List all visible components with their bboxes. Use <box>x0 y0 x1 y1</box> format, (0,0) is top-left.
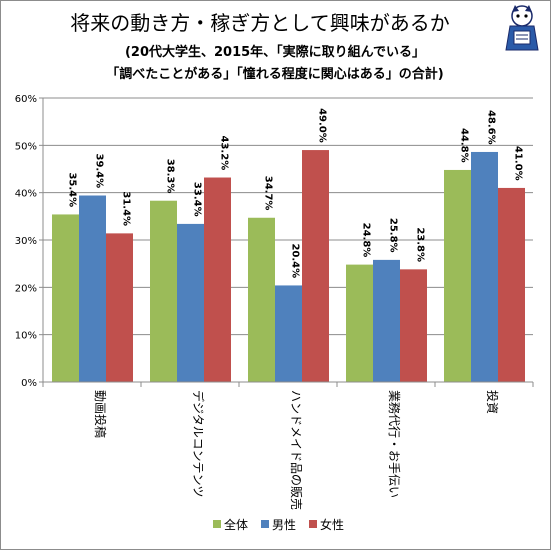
y-tick-label: 60% <box>15 94 37 105</box>
data-label: 48.6% <box>486 110 497 145</box>
x-category-label: デジタルコンテンツ <box>191 390 206 498</box>
data-label: 49.0% <box>317 108 328 143</box>
x-category-label: 投資 <box>485 390 500 414</box>
bar <box>498 187 525 382</box>
legend-label: 男性 <box>272 518 296 532</box>
bar <box>444 169 471 382</box>
legend-label: 全体 <box>224 517 248 532</box>
mascot-character-icon <box>505 5 539 51</box>
bar <box>106 233 133 382</box>
y-tick-label: 50% <box>15 141 37 152</box>
data-label: 31.4% <box>121 191 132 226</box>
legend-swatch <box>261 520 269 528</box>
data-label: 20.4% <box>290 243 301 278</box>
data-label: 41.0% <box>513 146 524 181</box>
bar <box>471 151 498 382</box>
bar <box>302 150 329 382</box>
y-tick-label: 0% <box>21 378 37 389</box>
chart-title: 将来の動き方・稼ぎ方として興味があるか <box>70 11 449 35</box>
chart-subtitle-line-2: 「調べたことがある」「憧れる程度に関心はある」の合計) <box>106 66 443 82</box>
x-category-label: 業務代行・お手伝い <box>387 390 401 498</box>
data-label: 44.8% <box>459 128 470 163</box>
plot-area: 0% 10% 20% 30% 40% 50% 60% 35.4% 39.4% 31.4% 動画投稿 3… <box>15 94 534 510</box>
data-label: 34.7% <box>263 176 274 211</box>
y-tick-label: 20% <box>15 283 37 294</box>
chart-subtitle-line-1: (20代大学生、2015年、「実際に取り組んでいる」 <box>125 44 425 60</box>
bar <box>52 214 79 382</box>
x-category-label: ハンドメイド品の販売 <box>289 390 304 510</box>
legend: 全体 男性 女性 <box>213 517 344 532</box>
bar <box>400 269 427 382</box>
x-category-label: 動画投稿 <box>93 390 108 438</box>
data-label: 43.2% <box>219 136 230 171</box>
data-label: 35.4% <box>67 172 78 207</box>
data-label: 23.8% <box>415 227 426 262</box>
bar <box>79 195 106 382</box>
bar <box>204 177 231 382</box>
data-label: 25.8% <box>388 218 399 253</box>
y-tick-label: 30% <box>15 236 37 247</box>
data-label: 39.4% <box>94 154 105 189</box>
bar <box>150 200 177 382</box>
bar <box>177 223 204 382</box>
bar <box>346 264 373 382</box>
legend-swatch <box>213 520 221 528</box>
data-label: 33.4% <box>192 182 203 217</box>
legend-label: 女性 <box>320 517 344 532</box>
bar <box>248 217 275 382</box>
bar <box>275 285 302 382</box>
y-tick-label: 40% <box>15 189 37 200</box>
data-label: 38.3% <box>165 159 176 194</box>
y-tick-label: 10% <box>15 331 37 342</box>
legend-swatch <box>309 520 317 528</box>
data-label: 24.8% <box>361 223 372 258</box>
bar <box>373 259 400 382</box>
